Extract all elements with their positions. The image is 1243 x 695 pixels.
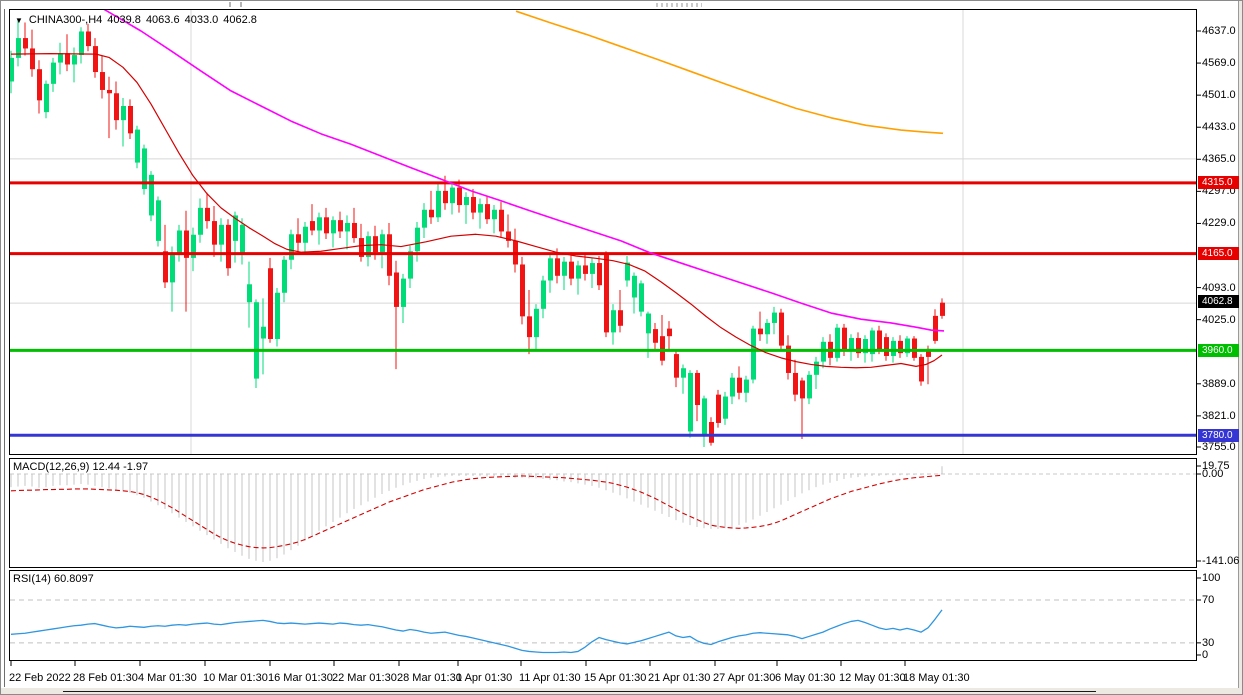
right-scrollbar-strip[interactable] — [1239, 1, 1242, 694]
moving-averages — [10, 10, 945, 369]
price-tick-label: 4637.0 — [1202, 25, 1236, 37]
rsi-name: RSI(14) — [13, 573, 51, 585]
rsi-tick-label: 30 — [1202, 636, 1215, 649]
horizontal-scroll-line[interactable] — [63, 691, 1096, 692]
macd-values: 12.44 -1.97 — [92, 461, 149, 473]
macd-tick-label: 19.75 — [1202, 460, 1230, 472]
time-tick-label: 15 Apr 01:30 — [584, 672, 647, 684]
panel-borders — [4, 1, 1239, 694]
price-level-badge: 3960.0 — [1198, 343, 1239, 357]
bottom-status-strip — [1, 688, 1242, 694]
time-tick-label: 22 Mar 01:30 — [332, 672, 397, 684]
price-tick-label: 4093.0 — [1202, 281, 1236, 294]
macd-tick-label: -141.06 — [1202, 555, 1240, 567]
price-tick-label: 4569.0 — [1202, 57, 1236, 70]
rsi-layer — [10, 599, 1196, 654]
macd-name: MACD(12,26,9) — [13, 461, 90, 473]
price-tick-label: 3821.0 — [1202, 409, 1236, 422]
candles-layer — [10, 20, 945, 448]
rsi-value: 60.8097 — [53, 573, 94, 585]
ohlc-close: 4062.8 — [223, 14, 257, 26]
time-tick-label: 28 Mar 01:30 — [397, 672, 462, 684]
price-tick-label: 4025.0 — [1202, 313, 1236, 326]
current-price-badge: 4062.8 — [1198, 295, 1239, 309]
rsi-label: RSI(14) 60.8097 — [13, 573, 94, 585]
axis-ticks — [10, 30, 1201, 666]
main-grid — [10, 10, 1196, 454]
price-level-badge: 4165.0 — [1198, 247, 1239, 261]
ohlc-high: 4063.6 — [145, 14, 180, 26]
price-tick-label: 4501.0 — [1202, 89, 1236, 102]
price-tick-label: 4433.0 — [1202, 121, 1236, 134]
time-tick-label: 18 May 01:30 — [903, 672, 970, 684]
macd-layer — [10, 466, 1196, 562]
price-level-badge: 3780.0 — [1198, 428, 1239, 442]
time-tick-label: 11 Apr 01:30 — [519, 672, 581, 684]
symbol-title: ▼ CHINA300-,H4 4039.8 4063.6 4033.0 4062.8 — [15, 14, 262, 26]
rsi-tick-label: 0 — [1202, 649, 1209, 661]
price-tick-label: 3889.0 — [1202, 377, 1236, 390]
level-lines — [10, 181, 1196, 437]
ohlc-low: 4033.0 — [184, 14, 219, 26]
time-tick-label: 12 May 01:30 — [839, 672, 906, 684]
time-tick-label: 22 Feb 2022 — [9, 672, 71, 684]
time-tick-label: 27 Apr 01:30 — [713, 672, 776, 684]
time-tick-label: 21 Apr 01:30 — [648, 672, 711, 684]
time-tick-label: 28 Feb 01:30 — [73, 672, 138, 684]
time-tick-label: 1 Apr 01:30 — [456, 672, 513, 684]
macd-label: MACD(12,26,9) 12.44 -1.97 — [13, 461, 148, 473]
price-tick-label: 4229.0 — [1202, 217, 1236, 230]
time-tick-label: 10 Mar 01:30 — [203, 672, 268, 684]
symbol-dropdown-icon[interactable]: ▼ — [15, 16, 23, 25]
time-tick-label: 6 May 01:30 — [775, 672, 836, 684]
toolbar-dots-fragment — [656, 3, 702, 7]
time-tick-label: 16 Mar 01:30 — [268, 672, 333, 684]
symbol-name: CHINA300-,H4 — [28, 14, 103, 26]
price-tick-label: 4365.0 — [1202, 153, 1236, 166]
price-level-badge: 4315.0 — [1198, 176, 1239, 190]
time-tick-label: 4 Mar 01:30 — [138, 672, 197, 684]
ohlc-open: 4039.8 — [107, 14, 141, 26]
macd-tick-label: 0.00 — [1202, 468, 1224, 480]
rsi-tick-label: 100 — [1202, 572, 1221, 584]
toolbar-fragment — [229, 2, 242, 7]
price-tick-label: 3755.0 — [1202, 441, 1236, 453]
rsi-tick-label: 70 — [1202, 594, 1215, 606]
